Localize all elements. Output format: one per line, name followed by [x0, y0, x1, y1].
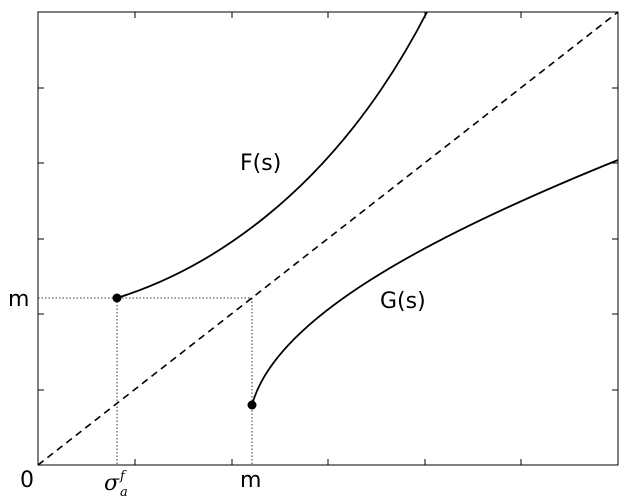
y-label: m	[8, 287, 29, 312]
point-f	[112, 293, 122, 303]
sigma-sup: f	[119, 469, 127, 484]
curve-label: F(s)	[240, 151, 281, 176]
guide-lines	[38, 297, 253, 465]
diagonal	[37, 11, 619, 466]
point-g	[247, 400, 257, 410]
x-label: m	[240, 468, 261, 493]
sigma-sub: a	[120, 485, 128, 500]
curve-g	[251, 159, 619, 406]
sigma-label: σ	[104, 471, 120, 496]
origin-label: 0	[20, 468, 34, 493]
curve-label: G(s)	[380, 289, 426, 314]
curve-f	[116, 11, 428, 299]
